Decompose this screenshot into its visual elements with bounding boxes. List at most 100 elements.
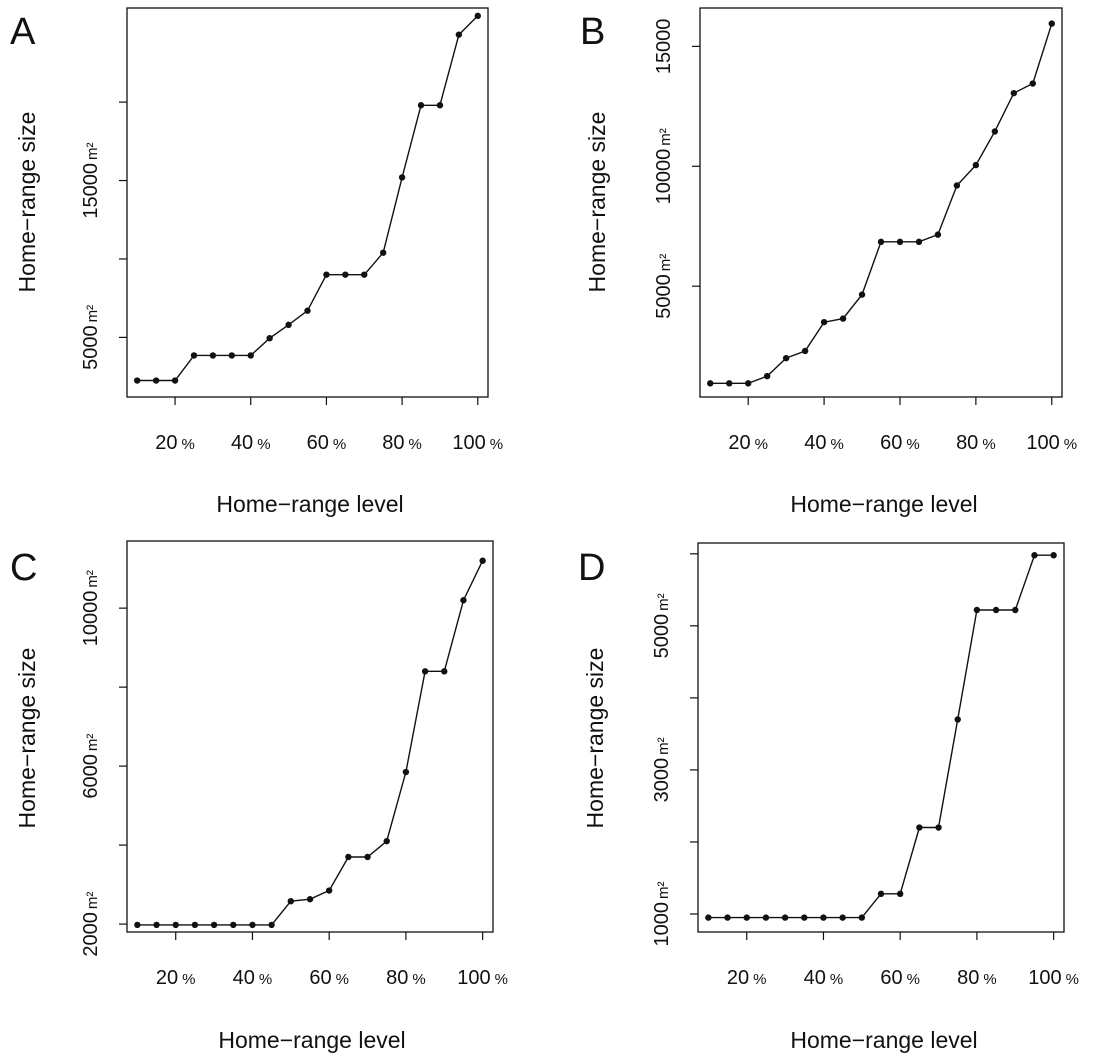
panel-c-y-tick-number: 2000 (80, 912, 102, 957)
panel-d-data-point (801, 914, 808, 921)
panel-a-x-tick-number: 100 (452, 432, 485, 454)
panel-d-data-point (724, 914, 731, 921)
panel-b-y-tick-unit: m² (657, 254, 674, 272)
panel-c-data-point (249, 921, 256, 929)
panel-d-data-point (705, 914, 712, 921)
panel-b-plot-frame (699, 7, 1063, 398)
panel-a-data-point (379, 249, 387, 256)
panel-b-data-point (1048, 20, 1055, 27)
panel-c-x-tick-number: 80 (386, 967, 408, 989)
panel-b-data-point (858, 291, 866, 298)
panel-d-data-point (935, 824, 942, 831)
panel-d-y-tick-label: 1000 m² (651, 881, 673, 946)
panel-a-data-point (361, 271, 368, 278)
panel-b-x-tick-label: 40% (804, 432, 844, 454)
panel-c-data-point (306, 896, 314, 903)
panel-b-data-point (820, 318, 828, 326)
panel-b-x-tick-label: 60% (880, 432, 920, 454)
panel-b-data-point (896, 238, 904, 246)
panel-b-x-tick-unit: % (906, 436, 919, 453)
panel-b-y-tick-number: 5000 (653, 274, 675, 319)
panel-b-data-point (1029, 80, 1036, 87)
panel-d-x-tick-unit: % (983, 971, 996, 988)
panel-a-x-tick-number: 80 (382, 432, 404, 454)
panel-a: A20% 40% 60% 80% 100 %5000m²15000m²Home−range… (10, 7, 503, 517)
panel-b-y-tick-unit: m² (657, 128, 674, 146)
panel-d-y-tick-number: 3000 (651, 758, 673, 803)
panel-c-y-tick-unit: m² (84, 734, 101, 752)
panel-c-data-point (230, 921, 237, 929)
panel-a-x-tick-label: 60% (307, 432, 347, 454)
panel-c-x-tick-unit: % (182, 971, 195, 988)
panel-c-data-point (134, 921, 141, 929)
panel-d-data-point (1050, 552, 1057, 559)
panel-c-data-point (345, 853, 352, 861)
panel-d-y-tick-number: 1000 (651, 902, 673, 947)
panel-a-y-tick-number: 15000 (80, 163, 102, 219)
panel-b-x-tick-number: 100 (1026, 432, 1059, 454)
panel-b-data-point (934, 231, 942, 238)
panel-a-x-tick-unit: % (490, 436, 503, 453)
panel-c-data-point (479, 557, 486, 564)
panel-a-data-point (171, 377, 179, 384)
panel-a-data-point (247, 352, 254, 359)
panel-b: B20% 40% 60% 80% 100 %5000m²10000m²15000Home−… (580, 7, 1077, 517)
panel-c-data-point (460, 597, 467, 604)
panel-d-x-tick-number: 20 (727, 967, 749, 989)
panel-b-data-point (1010, 89, 1018, 97)
panel-c-y-tick-label: 6000 m² (80, 734, 102, 799)
panel-c-x-tick-label: 40% (233, 967, 273, 989)
panel-d-x-tick-label: 40% (804, 967, 844, 989)
panel-b-data-point (782, 354, 790, 362)
panel-d-data-point (1012, 606, 1019, 614)
panel-d-y-tick-unit: m² (655, 737, 672, 755)
panel-d-x-tick-number: 60 (880, 967, 902, 989)
panel-b-data-point (839, 315, 847, 322)
panel-b-data-point (707, 380, 714, 387)
panel-d-data-point (1031, 552, 1038, 559)
panel-a-data-point (474, 12, 481, 20)
panel-c-x-tick-number: 20 (156, 967, 178, 989)
panel-c-x-tick-number: 100 (457, 967, 490, 989)
panel-d-x-axis-title: Home−range level (790, 1027, 977, 1053)
panel-d-x-tick-label: 60% (880, 967, 920, 989)
panel-c-y-tick-number: 6000 (80, 754, 102, 799)
panel-d-y-tick-label: 3000 m² (651, 737, 673, 802)
panel-a-data-point (323, 271, 330, 278)
panel-c-letter: C (10, 547, 37, 589)
panel-b-data-point (972, 161, 980, 169)
panel-d-x-tick-unit: % (907, 971, 920, 988)
panel-c-x-tick-unit: % (259, 971, 272, 988)
panel-a-x-tick-number: 20 (155, 432, 177, 454)
panel-d-data-point (954, 716, 961, 723)
panel-b-data-point (915, 238, 923, 246)
panel-a-y-tick-label: 15000 m² (80, 142, 102, 218)
panel-d: D20% 40% 60% 80% 100 %1000m²3000m²5000m²Home−… (578, 542, 1079, 1053)
panel-a-data-point (417, 102, 425, 109)
panel-c-data-point (364, 853, 371, 861)
panel-d-x-tick-unit: % (753, 971, 766, 988)
panel-a-data-point (398, 174, 406, 181)
panel-b-data-point (877, 238, 885, 246)
panel-c-data-point (172, 921, 179, 929)
panel-a-data-point (152, 377, 160, 384)
panel-d-data-point (781, 914, 789, 921)
panel-a-x-tick-unit: % (333, 436, 346, 453)
panel-a-data-point (436, 102, 444, 109)
panel-b-y-tick-label: 15000 (653, 19, 675, 75)
panel-d-data-point (896, 890, 904, 898)
panel-c-data-point (287, 897, 295, 905)
panel-b-y-tick-label: 10000 m² (653, 128, 675, 204)
panel-a-data-point (285, 321, 292, 329)
panel-b-data-point (763, 372, 771, 380)
panel-c-data-point (402, 768, 410, 776)
panel-c-y-tick-unit: m² (84, 892, 101, 910)
panel-d-x-tick-label: 20% (727, 967, 767, 989)
panel-a-x-tick-unit: % (409, 436, 422, 453)
panel-d-data-point (820, 914, 827, 921)
panel-a-letter: A (10, 11, 36, 53)
panel-b-x-tick-number: 60 (880, 432, 902, 454)
panel-d-y-tick-unit: m² (655, 593, 672, 611)
panel-a-data-point (304, 307, 311, 314)
panel-c-x-tick-unit: % (495, 971, 508, 988)
